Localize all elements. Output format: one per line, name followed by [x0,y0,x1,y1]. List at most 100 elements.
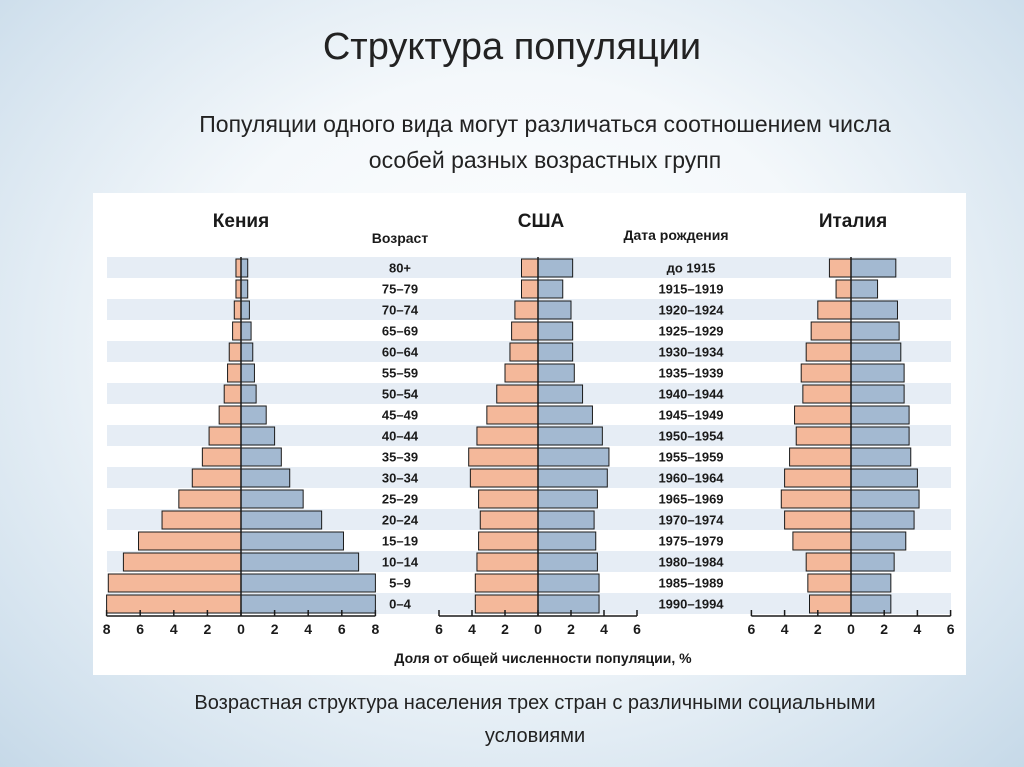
bar-right [537,447,610,467]
bar-right [850,405,910,425]
tick-label: 6 [633,621,641,637]
bar-left [784,468,852,488]
bar-left [780,489,852,509]
birth-year-label: 1985–1989 [658,576,723,591]
birth-year-label: 1930–1934 [658,345,724,360]
tick-label: 4 [781,621,789,637]
tick-label: 4 [914,621,922,637]
bar-right [537,510,595,530]
tick-label: 2 [880,621,888,637]
bar-left [802,384,852,404]
bar-left [478,531,539,551]
bar-right [240,321,252,341]
bar-left [476,552,539,572]
tick-label: 4 [468,621,476,637]
labels-layer: Кения 8 6 4 2 0 2 4 6 8 США 6 4 2 0 2 4 6 Италия 6 4 2 0 2 4 6 Воз… [103,211,955,666]
bar-left [474,594,539,614]
bar-right [537,258,574,278]
bar-left [228,342,242,362]
bar-left [161,510,242,530]
bar-left [504,363,539,383]
bar-left [469,468,539,488]
tick-label: 2 [204,621,212,637]
bar-left [474,573,539,593]
bar-right [240,426,276,446]
bar-left [122,552,242,572]
age-label: 25–29 [382,492,418,507]
age-label: 55–59 [382,366,418,381]
age-label: 40–44 [382,429,419,444]
tick-label: 6 [338,621,346,637]
bar-left [810,321,852,341]
bar-left [227,363,242,383]
birth-year-label: 1970–1974 [658,513,724,528]
bar-left [792,531,852,551]
bar-right [240,342,254,362]
age-label: 20–24 [382,513,419,528]
bar-left [479,510,539,530]
slide-title: Структура популяции [322,26,702,68]
age-header: Возраст [372,230,429,246]
birth-year-label: 1990–1994 [658,597,724,612]
bar-right [537,363,575,383]
bar-left [191,468,242,488]
subtitle-line-1: Популяции одного вида могут различаться … [199,111,891,137]
age-label: 70–74 [382,303,419,318]
bar-right [537,384,584,404]
bar-right [240,258,249,278]
bar-right [850,552,895,572]
bar-left [800,363,852,383]
bar-left [201,447,242,467]
country-title: США [518,211,565,232]
bar-left [805,552,852,572]
bar-left [232,321,242,341]
chart-panel: Кения 8 6 4 2 0 2 4 6 8 США 6 4 2 0 2 4 6 Италия 6 4 2 0 2 4 6 Воз… [93,193,966,675]
bar-left [817,300,852,320]
bar-right [240,384,257,404]
age-label: 75–79 [382,282,418,297]
birth-year-label: 1955–1959 [658,450,723,465]
bar-right [537,300,572,320]
bar-right [850,258,897,278]
bar-right [537,426,603,446]
age-label: 35–39 [382,450,418,465]
age-label: 80+ [389,261,411,276]
bar-left [794,405,852,425]
age-label: 65–69 [382,324,418,339]
bar-right [537,531,597,551]
birth-year-label: 1915–1919 [658,282,723,297]
bar-right [537,405,593,425]
bar-right [537,321,574,341]
birth-year-label: 1975–1979 [658,534,723,549]
bar-right [537,342,574,362]
slide-caption: Возрастная структура населения трех стра… [70,687,1000,753]
bar-left [784,510,852,530]
age-label: 0–4 [389,597,411,612]
bar-left [509,342,539,362]
bar-left [795,426,852,446]
bar-right [240,510,323,530]
country-title: Италия [819,211,887,232]
bar-left [468,447,539,467]
bar-left [828,258,852,278]
bar-left [809,594,852,614]
slide-subtitle: Популяции одного вида могут различаться … [100,106,990,178]
country-title: Кения [213,211,269,232]
bar-right [850,531,907,551]
tick-label: 6 [136,621,144,637]
bar-right [850,468,918,488]
bar-right [240,552,360,572]
tick-label: 0 [237,621,245,637]
bar-left [521,279,539,299]
population-pyramids-chart: Кения 8 6 4 2 0 2 4 6 8 США 6 4 2 0 2 4 6 Италия 6 4 2 0 2 4 6 Воз… [103,211,955,666]
bar-right [240,573,376,593]
bar-right [850,426,910,446]
tick-label: 2 [814,621,822,637]
age-label: 10–14 [382,555,419,570]
tick-label: 8 [103,621,111,637]
birth-year-label: 1950–1954 [658,429,724,444]
birth-year-label: 1960–1964 [658,471,724,486]
bar-right [850,447,912,467]
bar-left [496,384,539,404]
birth-year-label: 1940–1944 [658,387,724,402]
